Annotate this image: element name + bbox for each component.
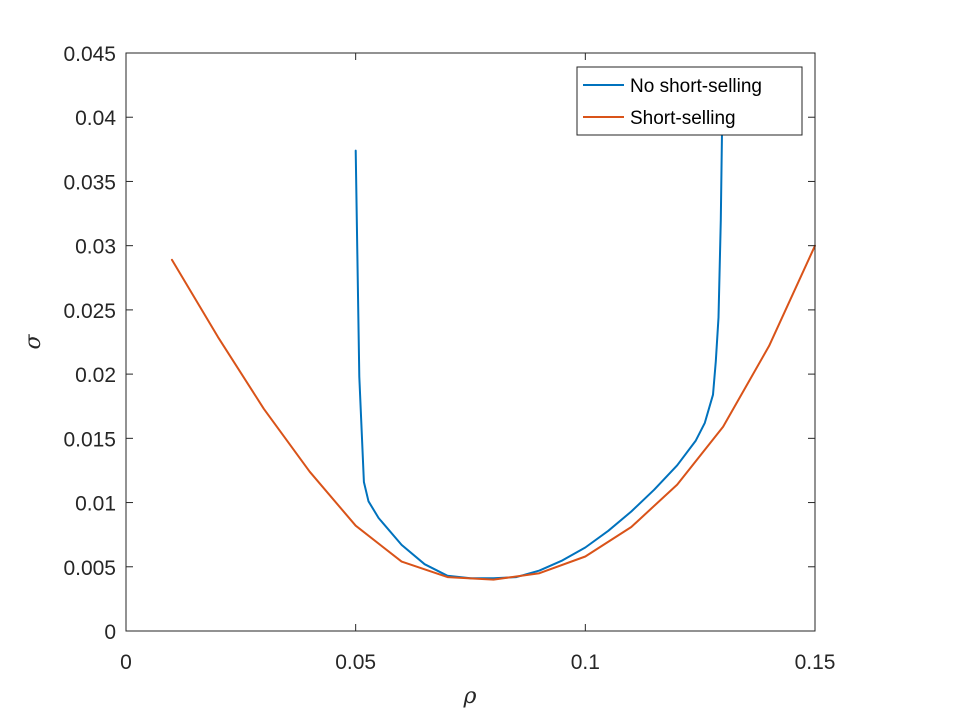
axes-box: [125, 52, 816, 632]
x-tick-label: 0.05: [335, 651, 376, 674]
series-line-short-selling: [170, 244, 816, 581]
x-tick-label: 0.1: [571, 651, 600, 674]
y-tick-label: 0.005: [63, 557, 116, 580]
x-tick-label: 0: [120, 651, 132, 674]
legend: No short-selling Short-selling: [576, 66, 803, 136]
y-tick-label: 0.045: [63, 43, 116, 66]
y-tick-label: 0.015: [63, 428, 116, 451]
series-line-no-short-selling: [354, 116, 724, 580]
y-axis-label: σ: [21, 334, 46, 350]
tick-layer: 0 0.05 0.1 0.15 0 0.005 0.01 0.015 0.02 0.025 0.03…: [63, 43, 835, 674]
legend-label-no-short-selling: No short-selling: [630, 76, 762, 97]
series-layer: [170, 116, 816, 581]
x-axis-label: ρ: [463, 684, 477, 709]
y-tick-label: 0.035: [63, 171, 116, 194]
x-tick-label: 0.15: [795, 651, 836, 674]
y-tick-label: 0.01: [75, 493, 116, 516]
y-tick-label: 0.04: [75, 107, 116, 130]
y-tick-label: 0.03: [75, 236, 116, 259]
axes-background: [126, 53, 815, 631]
legend-box: [576, 66, 803, 136]
y-tick-label: 0.025: [63, 300, 116, 323]
legend-label-short-selling: Short-selling: [630, 108, 736, 129]
y-tick-label: 0.02: [75, 364, 116, 387]
y-tick-label: 0: [104, 621, 116, 644]
